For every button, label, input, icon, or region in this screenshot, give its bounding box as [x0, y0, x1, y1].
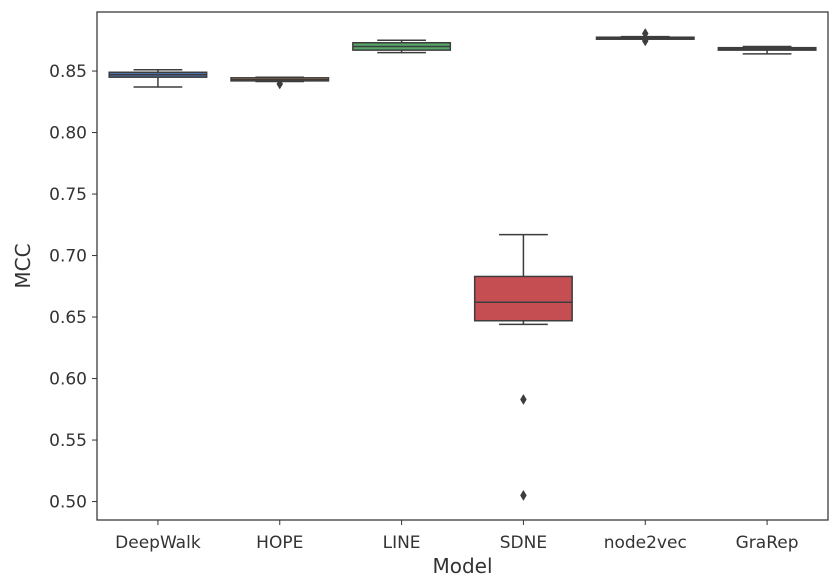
- outlier-point: [276, 78, 284, 90]
- y-tick-label: 0.65: [49, 308, 87, 328]
- x-tick-label: DeepWalk: [115, 533, 201, 553]
- box-hope: [230, 76, 330, 90]
- x-tick-label: LINE: [383, 533, 421, 553]
- box-node2vec: [595, 28, 695, 47]
- y-axis-title: MCC: [11, 243, 35, 288]
- box-grarep: [717, 45, 817, 55]
- box-sdne: [473, 233, 573, 501]
- plot-marks: [108, 28, 817, 501]
- y-tick-label: 0.50: [49, 493, 87, 513]
- outlier-point: [520, 393, 527, 405]
- y-tick-label: 0.75: [49, 185, 87, 205]
- outlier-point: [641, 35, 649, 47]
- y-axis-ticks: 0.50 0.55 0.60 0.65 0.70 0.75 0.80 0.85: [49, 62, 97, 513]
- box-line: [352, 39, 452, 54]
- x-tick-label: HOPE: [256, 533, 303, 553]
- x-axis-ticks: DeepWalk HOPE LINE SDNE node2vec GraRep: [115, 520, 799, 553]
- y-tick-label: 0.80: [49, 124, 87, 144]
- outlier-point: [641, 28, 649, 40]
- box-iqr: [473, 275, 573, 322]
- x-tick-label: node2vec: [604, 533, 687, 553]
- y-tick-label: 0.70: [49, 247, 87, 267]
- x-axis-title: Model: [432, 554, 492, 577]
- y-tick-label: 0.85: [49, 62, 87, 82]
- outlier-point: [520, 489, 527, 501]
- y-tick-label: 0.55: [49, 431, 87, 451]
- x-tick-label: SDNE: [500, 533, 547, 553]
- box-deepwalk: [108, 69, 208, 88]
- plot-frame: [96, 11, 829, 521]
- y-tick-label: 0.60: [49, 370, 87, 390]
- x-tick-label: GraRep: [736, 533, 799, 553]
